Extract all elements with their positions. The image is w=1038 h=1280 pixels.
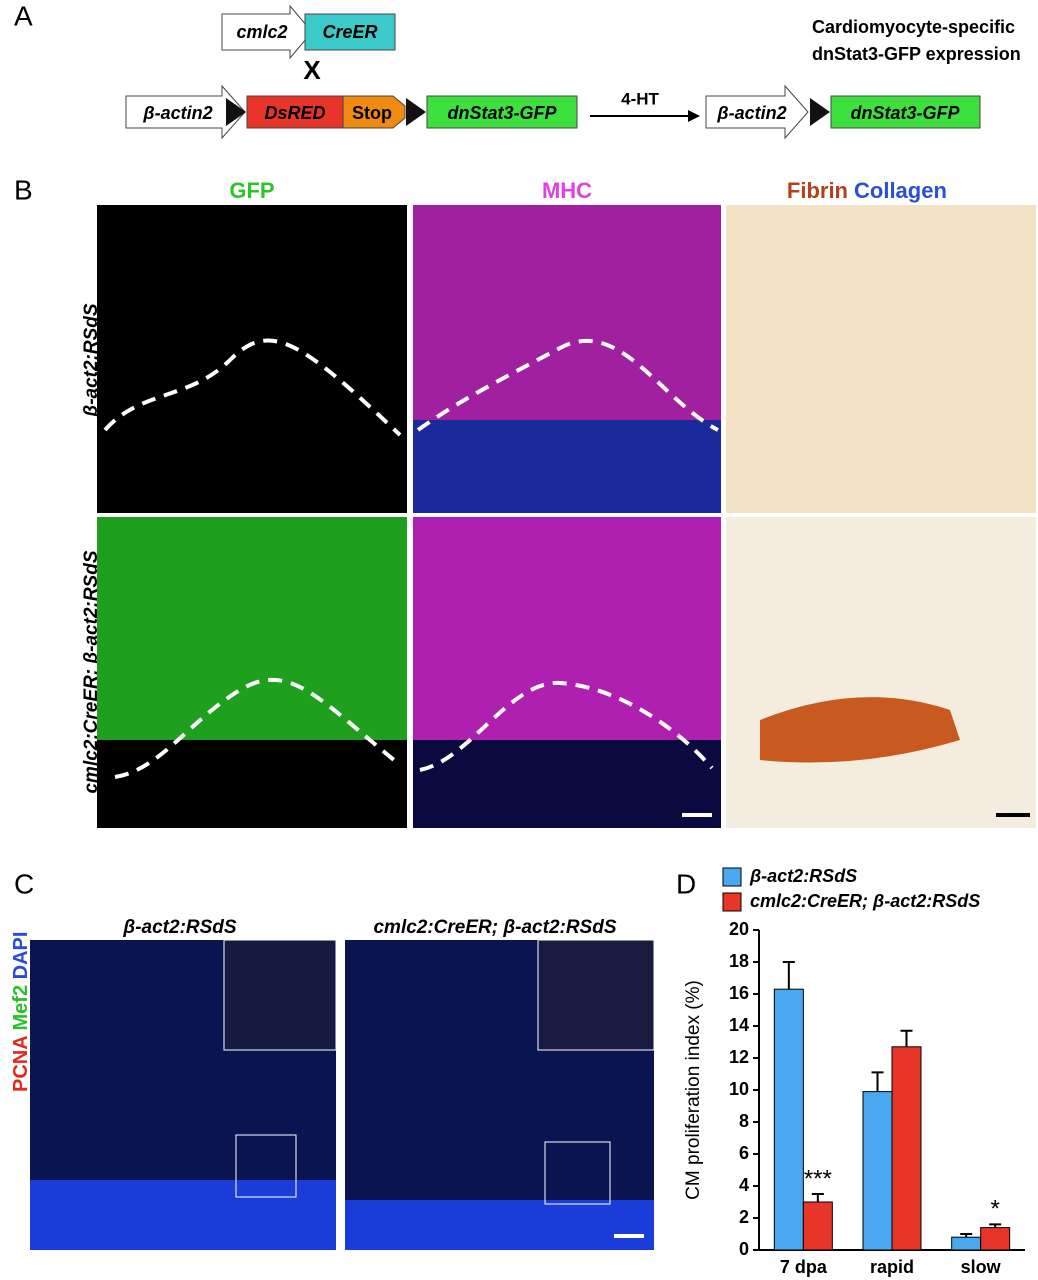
bar [951,1236,982,1251]
gene-label: DsRED [264,103,325,123]
y-tick-label: 4 [739,1175,749,1195]
inset-box [544,1141,611,1205]
panel-label: B [14,174,33,205]
column-header: Fibrin [787,178,848,203]
legend-label: cmlc2:CreER; β-act2:RSdS [750,891,980,911]
result-title: dnStat3-GFP expression [812,44,1021,64]
injury-border [114,678,402,779]
y-tick-label: 6 [739,1143,749,1163]
x-tick-label: slow [961,1257,1002,1277]
scale-bar [682,813,712,817]
y-tick-label: 10 [729,1079,749,1099]
panel-label: C [14,868,34,899]
significance-label: *** [804,1165,832,1192]
micrograph-region [97,740,407,828]
promoter-arrow [125,84,246,140]
micrograph [726,517,1036,828]
scale-bar [996,813,1030,817]
promoter-label: β-actin2 [142,103,212,123]
column-header: GFP [229,178,274,203]
image-title: β-act2:RSdS [122,917,236,938]
arrowhead [688,110,700,122]
stop-box [342,95,406,129]
cross-label: X [303,55,321,85]
micrograph-region [30,1180,336,1250]
micrograph-region [413,740,721,828]
loxp [226,98,246,126]
promoter-arrow [705,84,809,140]
inset [223,939,337,1051]
injury-border [419,680,714,772]
y-tick-label: 8 [739,1111,749,1131]
x-tick-label: 7 dpa [780,1257,828,1277]
gene-box [246,95,344,129]
bar [773,988,804,1251]
row-label: cmlc2:CreER; β-act2:RSdS [81,550,102,793]
y-tick-label: 14 [729,1015,749,1035]
y-tick-label: 2 [739,1207,749,1227]
stain-label: Mef2 [10,985,32,1031]
column-header: MHC [542,178,592,203]
loxp [406,98,426,126]
stain-label: DAPI [10,932,32,980]
micrograph [97,205,407,513]
y-tick-label: 18 [729,951,749,971]
column-header: Collagen [854,178,947,203]
bar [802,1201,833,1251]
error-bar [811,1193,824,1202]
significance-label: * [990,1196,999,1223]
micrograph-region [345,1200,654,1250]
y-tick-label: 12 [729,1047,749,1067]
legend-swatch [722,892,742,912]
y-tick-label: 0 [739,1239,749,1259]
x-tick-label: rapid [870,1257,914,1277]
micrograph-region [760,697,960,763]
inset-box [235,1134,297,1198]
legend-swatch [722,867,742,887]
legend-label: β-act2:RSdS [749,866,857,886]
stop-label: Stop [352,103,392,123]
stain-labels: PCNA Mef2 DAPI [10,932,32,1092]
panel-label: A [14,0,33,31]
error-bar [782,961,795,990]
loxp [810,98,830,126]
gene-box [304,13,396,51]
row-label: β-act2:RSdS [81,303,102,417]
panel-label: D [676,868,696,899]
bar [980,1227,1011,1251]
gene-label: dnStat3-GFP [850,103,960,123]
arrow-label: 4-HT [621,89,659,108]
inset [537,939,655,1051]
y-tick-label: 16 [729,983,749,1003]
error-bar [900,1029,913,1047]
y-tick-label: 20 [729,919,749,939]
scale-bar [614,1234,644,1238]
error-bar [871,1071,884,1092]
result-title: Cardiomyocyte-specific [812,17,1015,37]
promoter-label: β-actin2 [716,103,786,123]
promoter-arrow [221,4,313,60]
injury-border [103,338,402,437]
y-axis-label: CM proliferation index (%) [683,980,704,1200]
bar [862,1091,893,1251]
image-title: cmlc2:CreER; β-act2:RSdS [373,917,616,938]
gene-box [426,95,578,129]
error-bar [989,1223,1002,1228]
gene-label: dnStat3-GFP [447,103,557,123]
gene-box [830,95,981,129]
micrograph-region [413,420,721,513]
bar [891,1046,922,1251]
stain-label: PCNA [10,1036,32,1092]
gene-label: CreER [322,22,377,42]
promoter-label: cmlc2 [236,22,287,42]
micrograph [726,205,1036,513]
error-bar [960,1233,973,1238]
injury-border [416,339,719,432]
